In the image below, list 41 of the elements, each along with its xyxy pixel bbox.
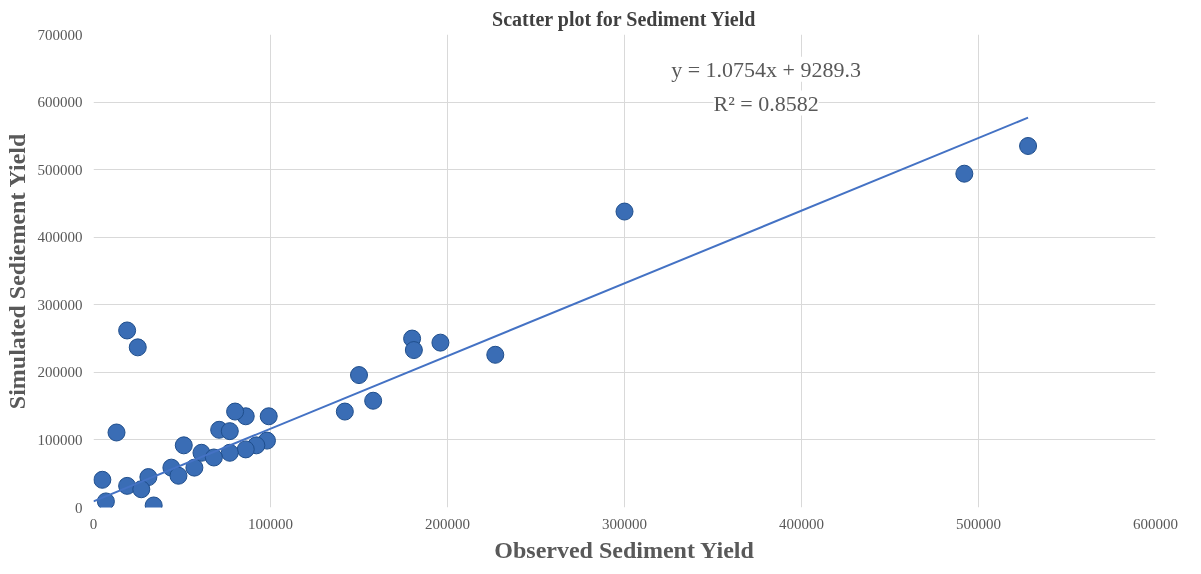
point <box>128 338 147 357</box>
point <box>169 466 188 485</box>
y-tick-label: 500000 <box>37 161 83 178</box>
y-tick-label: 100000 <box>37 431 83 448</box>
y-axis-title: Simulated Sediement Yield <box>3 133 30 410</box>
point <box>107 423 126 442</box>
x-tick-label: 600000 <box>1133 515 1178 532</box>
point <box>350 366 368 385</box>
point <box>93 470 112 489</box>
point <box>132 480 151 499</box>
y-tick-label: 0 <box>75 499 83 516</box>
y-tick-label: 200000 <box>37 364 83 381</box>
x-axis-title: Observed Sediment Yield <box>494 536 755 563</box>
annotation: y = 1.0754x + 9289.3 <box>671 56 862 82</box>
point <box>955 164 974 183</box>
x-tick-label: 100000 <box>248 515 293 532</box>
point <box>236 440 255 459</box>
point <box>174 436 193 455</box>
point <box>220 422 239 441</box>
x-tick-label: 0 <box>89 515 98 532</box>
chart-title: Scatter plot for Sediment Yield <box>492 7 756 31</box>
annotation: R² = 0.8582 <box>713 90 819 116</box>
point <box>1019 137 1038 155</box>
x-tick-label: 300000 <box>602 515 647 532</box>
point <box>364 391 383 410</box>
y-tick-label: 300000 <box>37 296 83 313</box>
point <box>118 321 137 340</box>
point <box>226 402 245 421</box>
x-tick-label: 400000 <box>779 515 824 532</box>
point <box>335 402 354 421</box>
y-tick-label: 600000 <box>37 94 83 111</box>
point <box>486 345 505 364</box>
point <box>185 458 204 477</box>
point <box>259 407 278 426</box>
point <box>431 333 450 352</box>
y-tick-label: 700000 <box>37 26 83 43</box>
point <box>615 202 634 221</box>
y-tick-label: 400000 <box>37 229 83 246</box>
point <box>404 341 423 360</box>
x-tick-label: 200000 <box>425 515 470 532</box>
x-tick-label: 500000 <box>956 515 1001 532</box>
